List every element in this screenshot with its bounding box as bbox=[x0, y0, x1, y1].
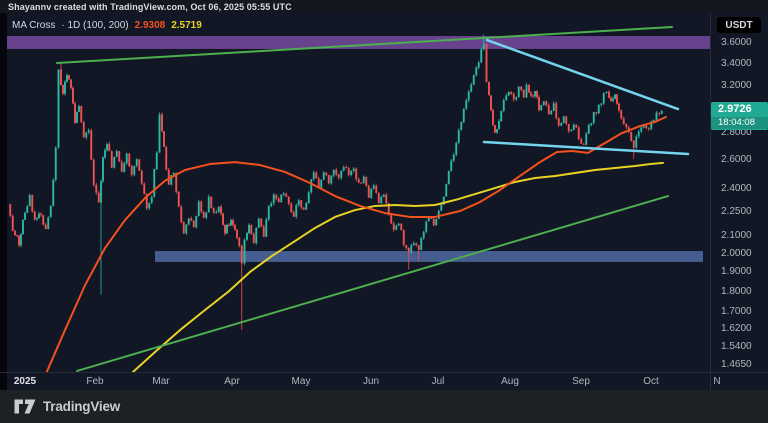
time-tick-label: Jul bbox=[431, 376, 445, 387]
bottom-bar: TradingView bbox=[0, 390, 768, 423]
tradingview-logo-link[interactable]: TradingView bbox=[14, 399, 120, 414]
chart-left-gutter bbox=[0, 13, 7, 390]
time-tick-label: 2025 bbox=[13, 376, 37, 387]
price-tick-label: 1.9000 bbox=[721, 266, 752, 278]
price-tick-label: 2.8000 bbox=[721, 127, 752, 139]
price-tick-label: 3.2000 bbox=[721, 79, 752, 91]
price-tick-label: 3.4000 bbox=[721, 57, 752, 69]
time-axis[interactable]: 2025 Feb Mar Apr May Jun Jul Aug Sep Oct N bbox=[0, 373, 768, 390]
time-tick-label: Jun bbox=[362, 376, 380, 387]
time-tick-label: Apr bbox=[224, 376, 240, 387]
time-tick-label: Aug bbox=[501, 376, 519, 387]
legend-ma100-value: 2.9308 bbox=[134, 20, 166, 31]
countdown-timer: 18:04:08 bbox=[711, 116, 768, 129]
price-tick-label: 1.4650 bbox=[721, 359, 752, 371]
attribution-bar: Shayannv created with TradingView.com, O… bbox=[0, 0, 768, 13]
tradingview-logo-icon bbox=[14, 399, 36, 414]
time-tick-label: Feb bbox=[86, 376, 104, 387]
price-tick-label: 2.1000 bbox=[721, 230, 752, 242]
price-tick-label: 2.6000 bbox=[721, 153, 752, 165]
tradingview-wordmark: TradingView bbox=[43, 399, 121, 414]
time-axis-border bbox=[0, 372, 768, 373]
time-tick-label: Sep bbox=[572, 376, 590, 387]
last-price-tag: 2.9726 18:04:08 bbox=[711, 101, 768, 130]
price-tick-label: 1.7000 bbox=[721, 306, 752, 318]
attribution-text: Shayannv created with TradingView.com, O… bbox=[8, 1, 292, 12]
quote-currency-badge: USDT bbox=[716, 16, 762, 34]
price-axis[interactable]: 3.60003.40003.20003.00002.80002.60002.40… bbox=[711, 13, 768, 372]
time-tick-label: May bbox=[291, 376, 311, 387]
time-tick-label: Oct bbox=[643, 376, 659, 387]
price-tick-label: 1.5400 bbox=[721, 341, 752, 353]
price-tick-label: 3.6000 bbox=[721, 37, 752, 49]
price-tick-label: 2.0000 bbox=[721, 247, 752, 259]
legend-ma200-value: 2.5719 bbox=[171, 20, 202, 31]
price-axis-border bbox=[710, 13, 711, 390]
time-tick-label: Mar bbox=[152, 376, 170, 387]
price-tick-label: 1.8000 bbox=[721, 285, 752, 297]
indicator-legend[interactable]: MA Cross · 1D (100, 200) 2.9308 2.5719 bbox=[12, 20, 202, 31]
legend-indicator-name: MA Cross bbox=[12, 20, 56, 31]
price-tick-label: 1.6200 bbox=[721, 323, 752, 335]
legend-indicator-params: · 1D (100, 200) bbox=[61, 20, 129, 31]
price-tick-label: 2.4000 bbox=[721, 182, 752, 194]
time-tick-label: N bbox=[713, 376, 721, 387]
last-price-value: 2.9726 bbox=[718, 102, 752, 115]
price-tick-label: 2.2500 bbox=[721, 205, 752, 217]
